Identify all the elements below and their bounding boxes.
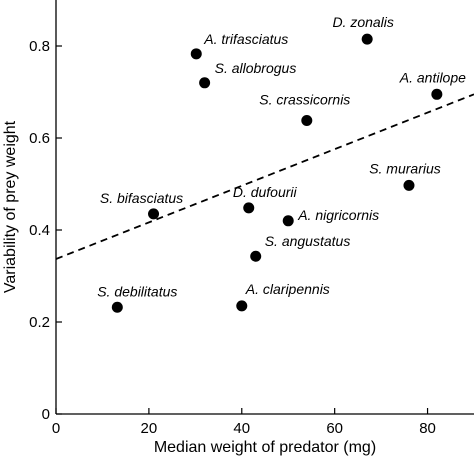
point-label: S. crassicornis bbox=[259, 92, 350, 108]
x-tick-label: 60 bbox=[326, 420, 343, 437]
x-tick-label: 0 bbox=[52, 420, 60, 437]
point-label: A. claripennis bbox=[245, 281, 330, 297]
point-label: S. debilitatus bbox=[97, 283, 177, 299]
x-tick-label: 80 bbox=[419, 420, 436, 437]
point-label: S. murarius bbox=[369, 160, 441, 176]
point-label: D. zonalis bbox=[332, 14, 393, 30]
data-point bbox=[236, 300, 248, 312]
data-point bbox=[199, 77, 211, 89]
data-point bbox=[431, 88, 443, 100]
data-point bbox=[282, 215, 294, 227]
point-labels-layer: A. trifasciatus D. zonalis S. allobrogus A.… bbox=[97, 14, 466, 299]
trendline-layer bbox=[55, 93, 474, 260]
data-point bbox=[190, 48, 202, 60]
y-axis-title: Variability of prey weight bbox=[2, 120, 19, 293]
point-label: A. antilope bbox=[399, 69, 466, 85]
axes-layer bbox=[55, 0, 474, 415]
data-point bbox=[243, 202, 255, 214]
point-label: A. nigricornis bbox=[297, 207, 379, 223]
data-point bbox=[361, 33, 373, 45]
data-point bbox=[148, 208, 160, 220]
x-axis-title: Median weight of predator (mg) bbox=[154, 439, 376, 456]
y-tick-label: 0.4 bbox=[29, 222, 50, 239]
point-label: A. trifasciatus bbox=[203, 31, 288, 47]
x-tick-label: 40 bbox=[233, 420, 250, 437]
data-point bbox=[250, 250, 262, 262]
points-layer bbox=[111, 33, 443, 313]
y-tick-label: 0.6 bbox=[29, 130, 50, 147]
point-label: S. allobrogus bbox=[215, 60, 297, 76]
x-tick-label: 20 bbox=[141, 420, 158, 437]
y-tick-label: 0.8 bbox=[29, 38, 50, 55]
point-label: S. angustatus bbox=[265, 233, 351, 249]
point-label: D. dufourii bbox=[233, 184, 298, 200]
data-point bbox=[111, 301, 123, 313]
point-label: S. bifasciatus bbox=[100, 190, 183, 206]
data-point bbox=[301, 115, 313, 127]
y-tick-label: 0.2 bbox=[29, 314, 50, 331]
ticks-layer: 0 20 40 60 80 0 0.2 0.4 0.6 0.8 bbox=[29, 38, 436, 437]
y-tick-label: 0 bbox=[42, 406, 50, 423]
data-point bbox=[403, 179, 415, 191]
trendline bbox=[55, 93, 474, 260]
